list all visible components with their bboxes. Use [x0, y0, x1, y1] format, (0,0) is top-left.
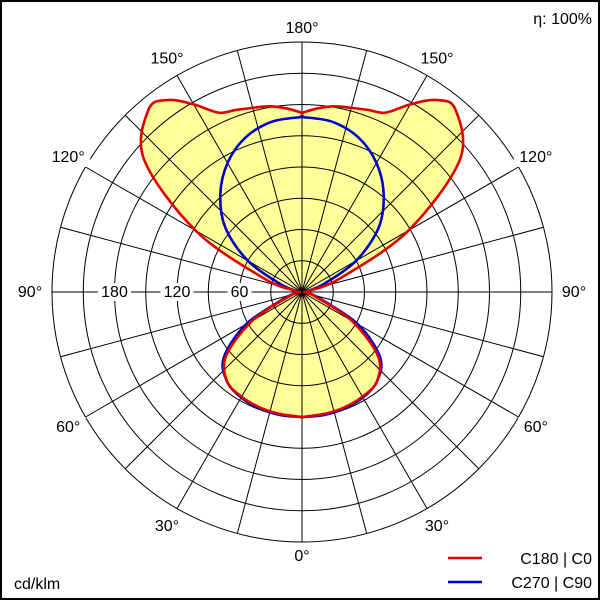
- legend: C180 | C0 C270 | C90: [448, 551, 592, 592]
- angle-label-bg: [289, 546, 315, 566]
- angle-label-bg: [145, 48, 189, 69]
- angle-label-bg: [556, 282, 592, 302]
- angle-label-bg: [46, 147, 91, 167]
- radial-tick-label-bg: [160, 283, 194, 301]
- unit-label: cd/klm: [14, 576, 60, 593]
- grid-spoke: [236, 50, 368, 534]
- angle-label-bg: [518, 417, 554, 437]
- axis-labels: 60 120 180 180° 150° 150° 120° 120° 90° 90° 60° 60°…: [12, 18, 592, 566]
- angle-label: 0°: [294, 548, 309, 565]
- angle-label: 120°: [52, 149, 85, 166]
- angle-label: 60°: [524, 419, 548, 436]
- angle-label-bg: [513, 147, 558, 167]
- radial-tick-label-bg: [227, 283, 252, 301]
- angle-label-bg: [149, 515, 185, 536]
- radial-tick-label: 120: [164, 284, 191, 301]
- angle-label-bg: [12, 282, 48, 302]
- angle-label-bg: [415, 48, 459, 69]
- angle-label: 120°: [519, 149, 552, 166]
- radial-tick-label: 180: [101, 284, 128, 301]
- polar-grid: [51, 41, 553, 543]
- intensity-curves: [139, 98, 465, 419]
- legend-label-c270-c90: C270 | C90: [511, 575, 592, 592]
- angle-label: 90°: [18, 284, 42, 301]
- legend-label-c180-c0: C180 | C0: [520, 551, 592, 568]
- angle-label: 150°: [420, 50, 453, 67]
- intensity-curve-c180-c0: [139, 98, 465, 419]
- angle-label: 90°: [562, 284, 586, 301]
- angle-label: 180°: [285, 20, 318, 37]
- angle-label-bg: [419, 515, 455, 536]
- angle-label: 150°: [150, 50, 183, 67]
- radial-tick-label: 60: [231, 284, 249, 301]
- radial-tick-label-bg: [98, 283, 131, 301]
- angle-label-bg: [280, 18, 324, 38]
- angle-label: 30°: [425, 518, 449, 535]
- angle-label: 60°: [56, 419, 80, 436]
- efficiency-label: η: 100%: [533, 11, 592, 28]
- angle-label: 30°: [155, 518, 179, 535]
- angle-label-bg: [50, 417, 86, 437]
